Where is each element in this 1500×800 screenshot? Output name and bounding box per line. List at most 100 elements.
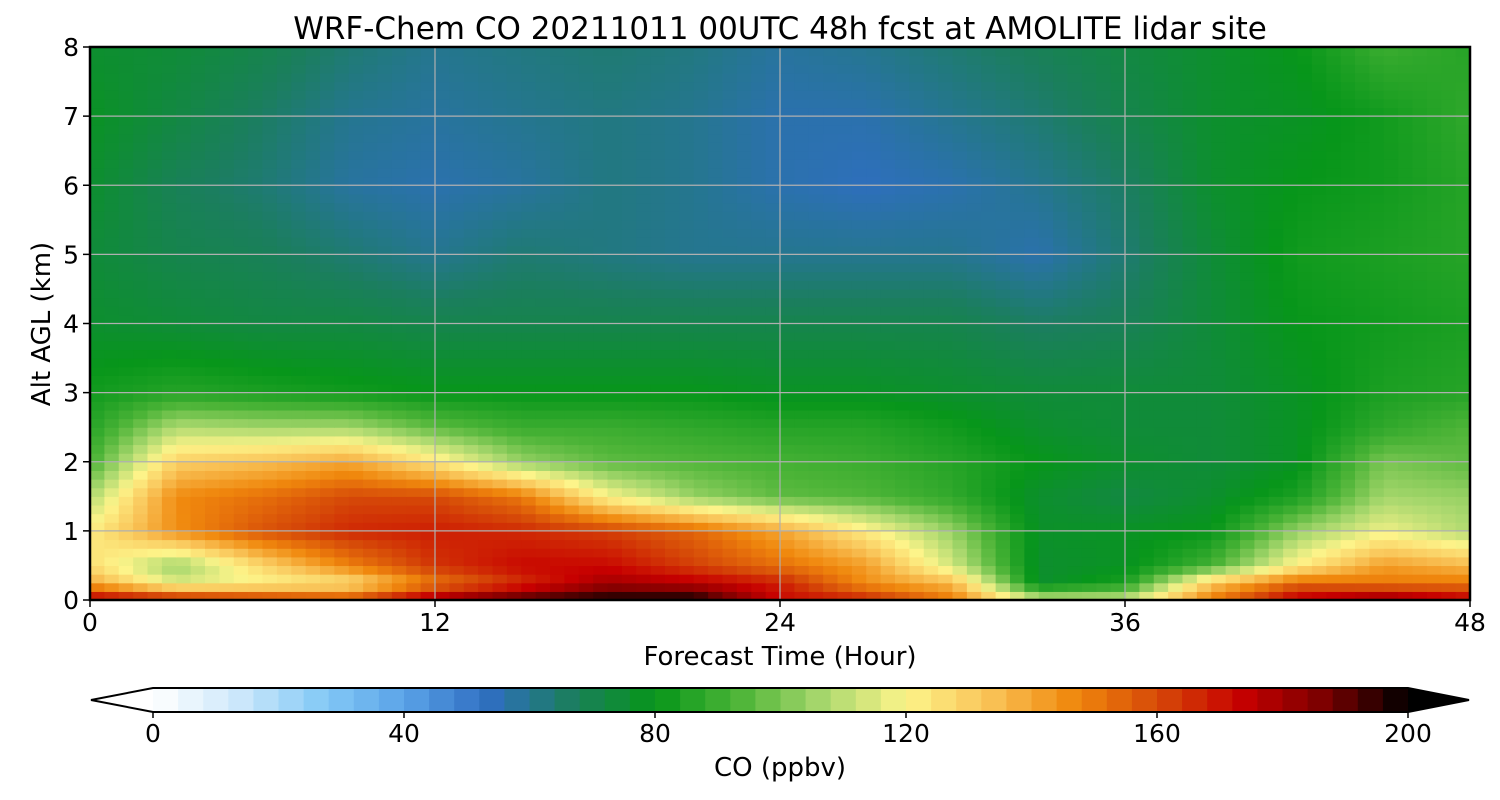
heatmap-cell: [1067, 504, 1083, 515]
heatmap-cell: [1053, 556, 1069, 567]
heatmap-cell: [1067, 487, 1083, 497]
heatmap-cell: [665, 513, 680, 523]
heatmap-cell: [1153, 167, 1169, 178]
heatmap-cell: [1010, 150, 1025, 160]
heatmap-cell: [406, 288, 422, 299]
heatmap-cell: [722, 504, 738, 515]
heatmap-cell: [1268, 219, 1284, 230]
heatmap-cell: [1240, 591, 1255, 600]
heatmap-cell: [1355, 574, 1370, 584]
heatmap-cell: [506, 470, 522, 480]
heatmap-cell: [1067, 548, 1083, 558]
heatmap-cell: [449, 150, 465, 160]
heatmap-cell: [291, 582, 307, 592]
heatmap-cell: [995, 263, 1011, 273]
heatmap-cell: [765, 340, 781, 351]
heatmap-cell: [391, 176, 407, 186]
heatmap-cell: [607, 332, 623, 342]
heatmap-cell: [233, 263, 249, 273]
heatmap-cell: [506, 306, 522, 316]
heatmap-cell: [1455, 513, 1470, 523]
heatmap-cell: [593, 323, 609, 333]
heatmap-cell: [636, 530, 652, 541]
heatmap-cell: [851, 522, 867, 532]
heatmap-cell: [693, 392, 709, 402]
heatmap-cell: [161, 444, 177, 454]
heatmap-cell: [1412, 409, 1428, 420]
heatmap-cell: [90, 314, 105, 325]
heatmap-cell: [1254, 237, 1270, 247]
heatmap-cell: [851, 418, 867, 428]
heatmap-cell: [348, 513, 364, 523]
heatmap-cell: [1211, 487, 1227, 497]
heatmap-cell: [751, 504, 767, 515]
heatmap-cell: [693, 323, 709, 333]
heatmap-cell: [1426, 176, 1442, 186]
heatmap-cell: [1053, 211, 1069, 221]
heatmap-cell: [190, 444, 206, 454]
heatmap-cell: [1053, 392, 1069, 402]
heatmap-cell: [952, 263, 968, 273]
heatmap-cell: [1268, 461, 1284, 471]
heatmap-cell: [1211, 522, 1227, 532]
heatmap-cell: [895, 582, 910, 592]
heatmap-cell: [363, 513, 379, 523]
heatmap-cell: [1326, 582, 1342, 592]
heatmap-cell: [147, 565, 163, 575]
heatmap-cell: [1297, 504, 1313, 515]
heatmap-cell: [550, 470, 565, 480]
heatmap-cell: [880, 513, 896, 523]
heatmap-cell: [1024, 582, 1040, 592]
heatmap-cell: [938, 591, 954, 600]
heatmap-cell: [1081, 375, 1097, 385]
heatmap-cell: [1311, 375, 1327, 385]
heatmap-cell: [492, 202, 508, 212]
heatmap-cell: [1412, 323, 1428, 333]
heatmap-cell: [736, 565, 752, 575]
heatmap-cell: [291, 496, 307, 506]
heatmap-cell: [837, 401, 853, 411]
heatmap-cell: [190, 565, 206, 575]
heatmap-cell: [478, 461, 494, 471]
heatmap-cell: [621, 479, 637, 489]
heatmap-cell: [276, 167, 292, 178]
heatmap-cell: [1240, 167, 1255, 178]
heatmap-cell: [1096, 548, 1112, 558]
heatmap-cell: [219, 435, 235, 446]
heatmap-cell: [1254, 323, 1270, 333]
heatmap-cell: [377, 193, 393, 204]
heatmap-cell: [205, 271, 220, 281]
heatmap-cell: [823, 297, 839, 307]
heatmap-cell: [621, 211, 637, 221]
heatmap-cell: [492, 288, 508, 299]
heatmap-cell: [334, 504, 350, 515]
heatmap-cell: [1426, 245, 1442, 255]
heatmap-cell: [1211, 383, 1227, 394]
heatmap-cell: [1340, 453, 1356, 463]
heatmap-cell: [305, 202, 321, 212]
heatmap-cell: [420, 409, 436, 420]
heatmap-cell: [506, 245, 522, 255]
heatmap-cell: [478, 530, 494, 541]
heatmap-cell: [607, 392, 623, 402]
heatmap-cell: [1383, 418, 1399, 428]
heatmap-cell: [406, 306, 422, 316]
heatmap-cell: [1283, 435, 1299, 446]
heatmap-cell: [535, 340, 551, 351]
heatmap-cell: [1182, 556, 1198, 567]
heatmap-cell: [578, 574, 594, 584]
heatmap-cell: [449, 487, 465, 497]
heatmap-cell: [1139, 513, 1155, 523]
heatmap-cell: [1182, 366, 1198, 376]
heatmap-cell: [291, 383, 307, 394]
heatmap-cell: [1283, 383, 1299, 394]
heatmap-cell: [233, 530, 249, 541]
heatmap-cell: [420, 237, 436, 247]
heatmap-cell: [751, 522, 767, 532]
heatmap-cell: [219, 461, 235, 471]
heatmap-cell: [90, 574, 105, 584]
heatmap-cell: [1311, 211, 1327, 221]
heatmap-cell: [938, 271, 954, 281]
heatmap-cell: [1383, 271, 1399, 281]
heatmap-cell: [420, 306, 436, 316]
